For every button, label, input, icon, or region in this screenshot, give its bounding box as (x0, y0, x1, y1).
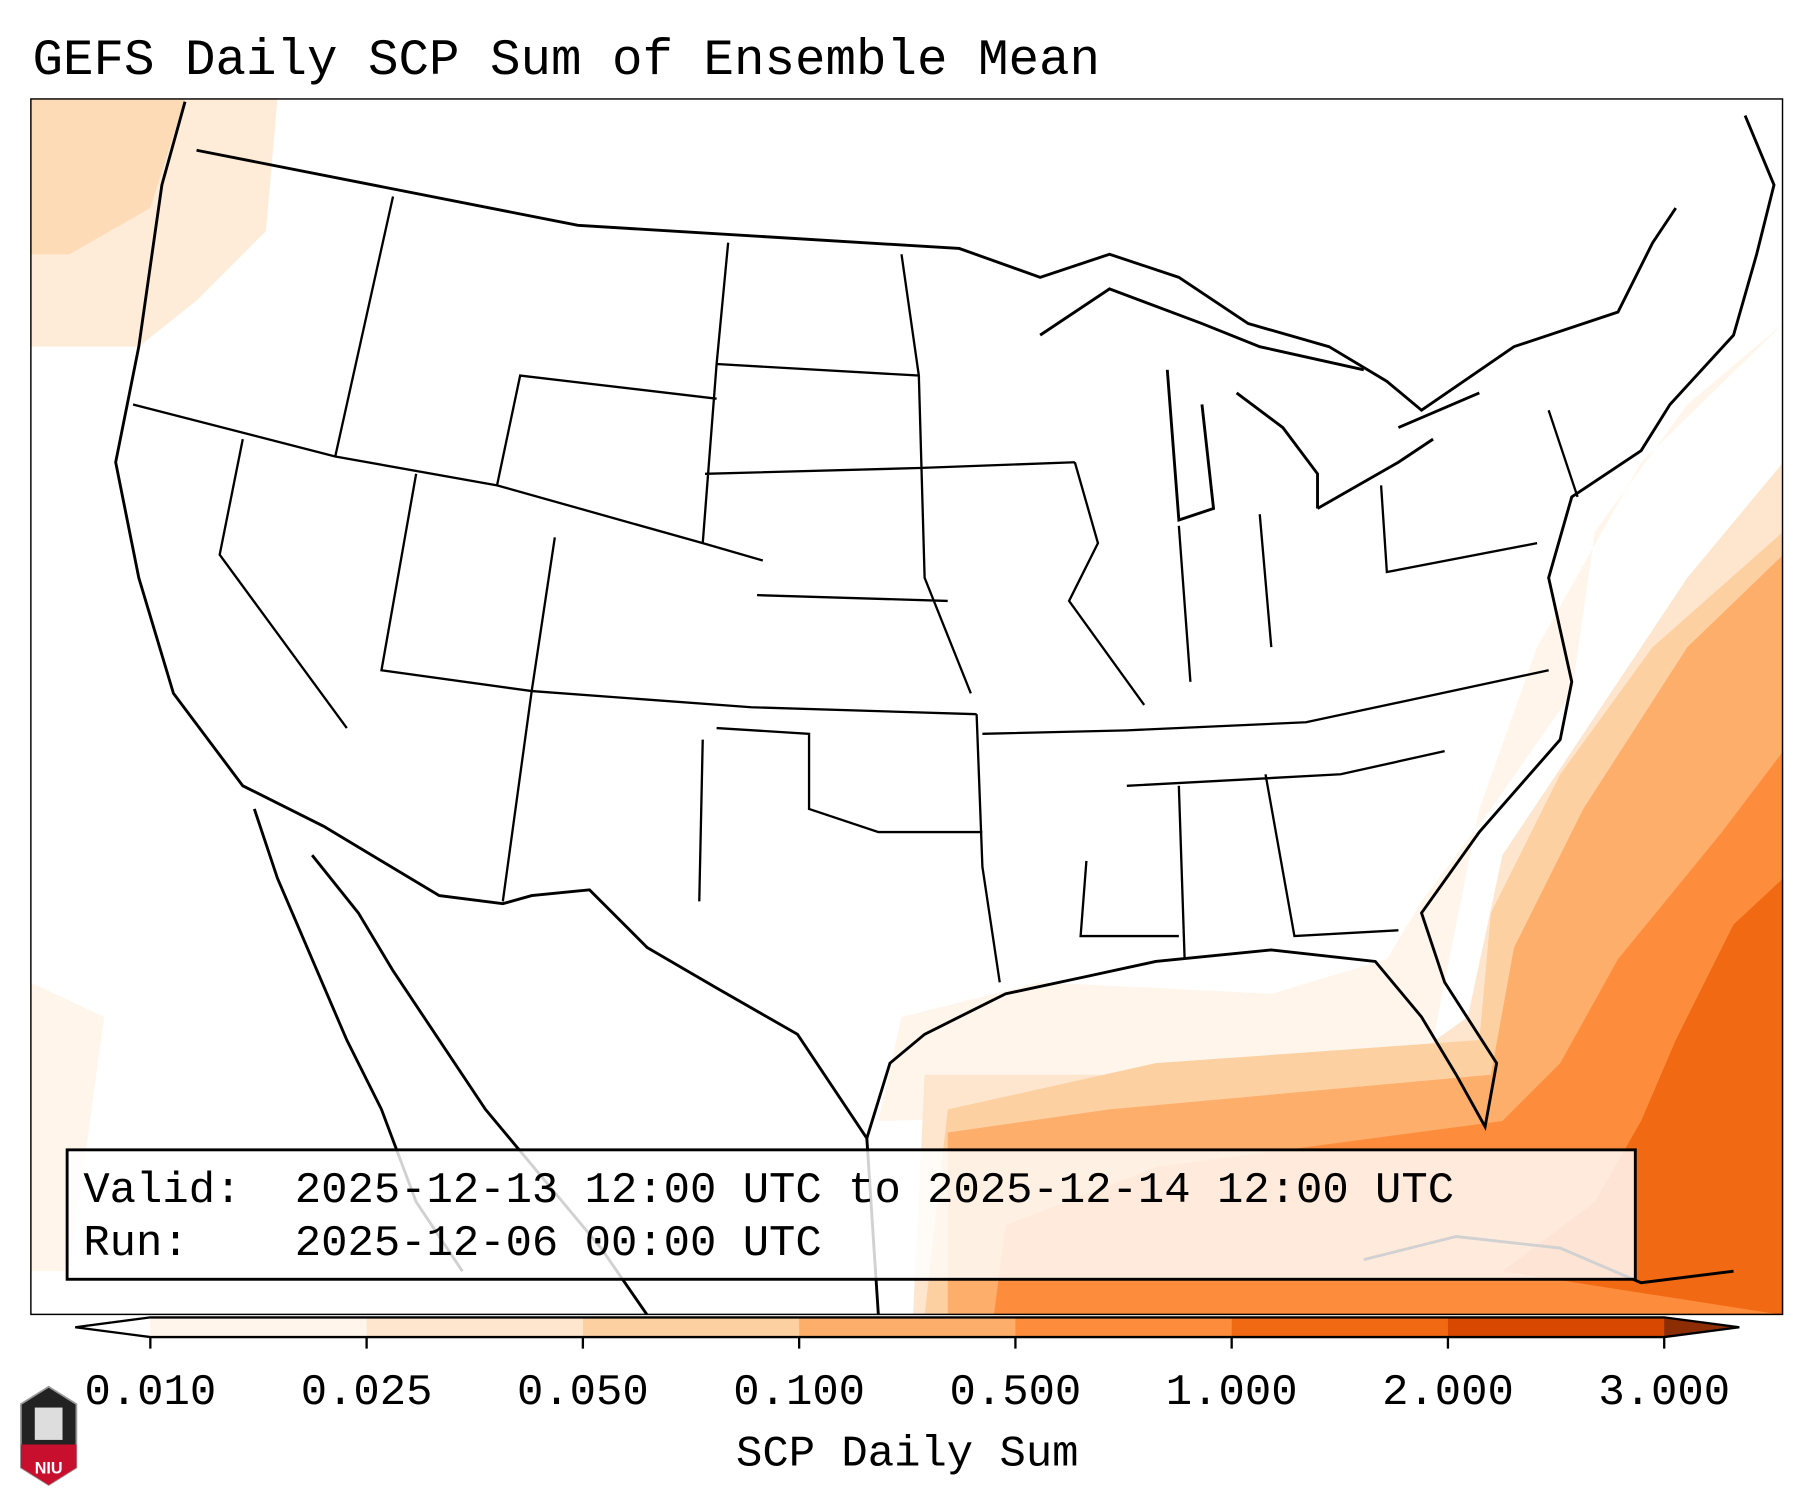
logo-text: NIU (35, 1459, 63, 1477)
niu-logo: NIU (20, 1385, 78, 1486)
colorbar-tick-label: 1.000 (1166, 1368, 1298, 1418)
colorbar-bin (799, 1317, 1016, 1338)
colorbar-tick-label: 0.050 (517, 1368, 649, 1418)
colorbar-bin (1231, 1317, 1449, 1338)
canada-border (196, 148, 1677, 413)
colorbar-bin (366, 1317, 584, 1338)
run-label: Run: (83, 1219, 188, 1269)
colorbar-tick-label: 0.500 (950, 1368, 1082, 1418)
colorbar-extend-min (75, 1317, 151, 1338)
state-lines (132, 196, 1579, 983)
colorbar-label: SCP Daily Sum (736, 1429, 1079, 1479)
conus-outline (114, 101, 1776, 1142)
colorbar-tick-label: 0.025 (301, 1368, 433, 1418)
great-lakes (1039, 287, 1480, 522)
figure-title: GEFS Daily SCP Sum of Ensemble Mean (32, 33, 1100, 90)
colorbar-tick-label: 2.000 (1382, 1368, 1514, 1418)
colorbar-tick-label: 0.010 (84, 1368, 216, 1418)
info-box: Valid: 2025-12-13 12:00 UTC to 2025-12-1… (65, 1148, 1637, 1281)
colorbar-bin (1015, 1317, 1233, 1338)
shade-west-faint (30, 982, 105, 1272)
valid-value: 2025-12-13 12:00 UTC to 2025-12-14 12:00… (295, 1166, 1454, 1216)
run-value: 2025-12-06 00:00 UTC (295, 1219, 822, 1269)
shade-atlantic-1 (878, 323, 1784, 1121)
shade-atlantic-6 (1502, 878, 1784, 1316)
colorbar-tick-label: 3.000 (1598, 1368, 1730, 1418)
colorbar-bin (150, 1317, 368, 1338)
shade-nw-lighter (30, 98, 186, 255)
colorbar-bin (582, 1317, 800, 1338)
building-icon (34, 1407, 63, 1440)
colorbar-extend-max (1664, 1317, 1740, 1338)
colorbar: 0.010 0.025 0.050 0.100 0.500 1.000 2.000 3.000 (75, 1316, 1740, 1418)
colorbar-tick-label: 0.100 (733, 1368, 865, 1418)
colorbar-bin (1447, 1317, 1665, 1338)
map (30, 98, 1784, 1316)
valid-label: Valid: (83, 1166, 241, 1216)
